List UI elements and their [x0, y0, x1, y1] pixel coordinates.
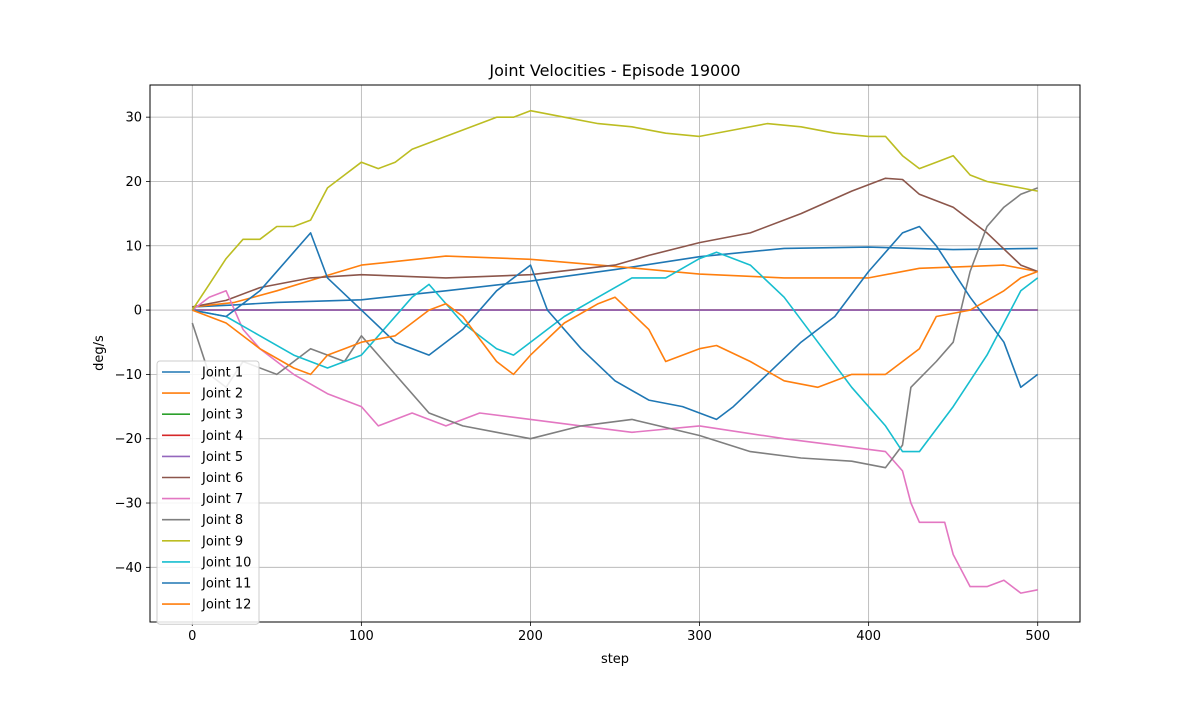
y-axis-label: deg/s — [92, 335, 107, 371]
series-line-joint-7 — [191, 290, 1038, 594]
y-tick-label: −10 — [115, 368, 142, 383]
y-tick-label: −20 — [115, 432, 142, 447]
y-tick-label: −30 — [115, 497, 142, 512]
y-tick-label: 10 — [125, 239, 142, 254]
x-tick-label: 300 — [687, 629, 712, 644]
x-tick-label: 200 — [518, 629, 543, 644]
y-axis-ticks: −40 −30 −20 −10 0 10 20 30 — [115, 111, 150, 576]
x-tick-label: 400 — [856, 629, 881, 644]
series-line-joint-1 — [192, 246, 1038, 308]
chart-title: Joint Velocities - Episode 19000 — [488, 61, 740, 80]
y-tick-label: 20 — [125, 175, 142, 190]
x-tick-label: 0 — [188, 629, 196, 644]
x-tick-label: 500 — [1025, 629, 1050, 644]
legend-label: Joint 7 — [201, 492, 243, 507]
legend-label: Joint 3 — [201, 408, 243, 423]
series-layer — [191, 109, 1039, 594]
legend-label: Joint 2 — [201, 387, 243, 402]
legend-label: Joint 11 — [201, 577, 251, 592]
x-tick-label: 100 — [349, 629, 374, 644]
legend-label: Joint 5 — [201, 450, 243, 465]
y-tick-label: 30 — [125, 111, 142, 126]
legend: Joint 1 Joint 2 Joint 3 Joint 4 Joint 5 Joint… — [156, 360, 260, 625]
series-line-joint-12 — [192, 270, 1038, 389]
legend-label: Joint 9 — [201, 534, 243, 549]
plot-frame — [149, 84, 1081, 623]
series-line-joint-11 — [192, 225, 1039, 421]
y-tick-label: −40 — [115, 561, 142, 576]
series-line-joint-9 — [191, 109, 1038, 311]
series-line-joint-10 — [192, 251, 1039, 453]
legend-label: Joint 12 — [201, 598, 251, 613]
series-line-joint-6 — [192, 177, 1038, 308]
legend-label: Joint 1 — [201, 366, 243, 381]
legend-label: Joint 8 — [201, 513, 243, 528]
legend-box — [156, 360, 260, 625]
x-axis-label: step — [601, 652, 629, 667]
x-axis-ticks: 0 100 200 300 400 500 — [188, 622, 1050, 644]
series-line-joint-2 — [192, 255, 1038, 308]
legend-label: Joint 4 — [201, 429, 243, 444]
legend-label: Joint 10 — [201, 555, 251, 570]
y-tick-label: 0 — [134, 304, 142, 319]
legend-label: Joint 6 — [201, 471, 243, 486]
